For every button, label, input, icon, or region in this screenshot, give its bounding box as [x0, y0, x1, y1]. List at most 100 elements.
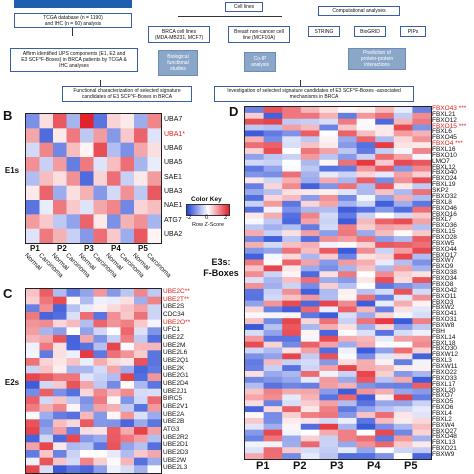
panel-d-cell: [282, 329, 302, 337]
panel-c-cell: [134, 373, 148, 382]
panel-b-cell: [120, 214, 135, 230]
panel-c-cell: [53, 396, 67, 405]
panel-d-cell: [375, 200, 395, 208]
panel-d-cell: [356, 153, 376, 161]
panel-d-cell: [412, 406, 431, 413]
panel-d-cell: [282, 394, 302, 401]
panel-d-cell: [338, 429, 357, 436]
panel-d-cell: [338, 236, 357, 243]
panel-d-cell: [245, 177, 264, 184]
patient-label: P2: [57, 244, 67, 253]
panel-c-cell: [39, 365, 54, 374]
gene-label: FBXL18: [432, 339, 456, 347]
panel-d-cell: [300, 189, 320, 196]
panel-d-cell: [338, 341, 357, 348]
panel-d-cell: [319, 153, 339, 161]
panel-c-cell: [93, 434, 108, 443]
panel-c-cell: [93, 388, 108, 397]
panel-d-cell: [300, 353, 320, 360]
panel-c-cell: [53, 434, 67, 443]
panel-d-cell: [300, 153, 320, 161]
panel-b-cell: [39, 228, 54, 243]
panel-d-cell: [356, 195, 376, 202]
gene-label: FBXO21: [432, 445, 457, 453]
panel-d-cell: [375, 195, 395, 202]
panel-d-cell: [412, 212, 431, 219]
panel-d-cell: [319, 324, 339, 331]
panel-c-cell: [53, 465, 67, 473]
panel-c-cell: [39, 350, 54, 359]
panel-d-cell: [375, 183, 395, 190]
investigation-text: Investigation of selected signature cand…: [227, 88, 401, 100]
panel-c-cell: [120, 304, 135, 313]
panel-c-cell: [26, 365, 40, 374]
panel-d-cell: [300, 294, 320, 301]
gene-label: UBE2W: [163, 456, 187, 464]
panel-c-cell: [134, 365, 148, 374]
panel-c-cell: [107, 304, 121, 313]
panel-d-cell: [282, 148, 302, 155]
panel-d-cell: [393, 306, 413, 313]
panel-d-cell: [282, 388, 302, 395]
panel-d-cell: [282, 435, 302, 442]
panel-c-cell: [53, 319, 67, 328]
panel-d-cell: [282, 177, 302, 184]
panel-d-cell: [245, 230, 264, 237]
panel-d-cell: [245, 329, 264, 337]
panel-d-cell: [300, 306, 320, 313]
panel-c-cell: [93, 373, 108, 382]
panel-d-cell: [319, 347, 339, 354]
panel-d-cell: [245, 382, 264, 389]
panel-c-cell: [26, 373, 40, 382]
panel-d-cell: [282, 283, 302, 290]
panel-d-cell: [263, 253, 283, 260]
panel-d-cell: [375, 412, 395, 419]
panel-d-cell: [245, 341, 264, 348]
panel-d-cell: [263, 300, 283, 307]
panel-c-cell: [147, 419, 161, 428]
panel-d-cell: [375, 159, 395, 167]
panel-d-cell: [338, 195, 357, 202]
panel-b-cell: [53, 128, 67, 144]
panel-d-cell: [282, 347, 302, 354]
panel-c-cell: [107, 312, 121, 321]
panel-d-cell: [263, 288, 283, 296]
panel-d-cell: [393, 341, 413, 348]
panel-d-cell: [300, 212, 320, 219]
panel-d-cell: [263, 394, 283, 401]
panel-d-cell: [393, 453, 413, 459]
panel-d-cell: [245, 371, 264, 378]
panel-d-cell: [319, 253, 339, 260]
panel-c-cell: [26, 304, 40, 313]
panel-c-cell: [66, 312, 81, 321]
panel-d-cell: [338, 271, 357, 278]
gene-label: UBE2O**: [163, 318, 191, 326]
panel-c-cell: [107, 373, 121, 382]
panel-d-cell: [300, 206, 320, 213]
panel-d-cell: [319, 112, 339, 120]
panel-d-cell: [282, 288, 302, 296]
panel-d-cell: [319, 218, 339, 225]
panel-d-cell: [319, 265, 339, 272]
panel-d-cell: [412, 341, 431, 348]
panel-d-cell: [263, 365, 283, 372]
patient-label: P3: [330, 460, 344, 472]
gene-label: UBA2: [164, 230, 183, 238]
panel-b-cell: [26, 200, 40, 215]
panel-d-cell: [319, 329, 339, 337]
panel-d-cell: [393, 359, 413, 366]
panel-d-cell: [393, 230, 413, 237]
panel-d-cell: [412, 353, 431, 360]
panel-d-cell: [375, 236, 395, 243]
gene-label: FBXO38: [432, 269, 457, 277]
panel-d-cell: [300, 259, 320, 266]
panel-d-cell: [282, 312, 302, 319]
panel-d-cell: [282, 136, 302, 143]
panel-b-cell: [80, 171, 94, 187]
panel-c-cell: [147, 434, 161, 443]
gene-label: UBA1*: [164, 130, 186, 138]
panel-d-cell: [375, 394, 395, 401]
panel-b-cell: [93, 171, 108, 187]
panel-c-cell: [26, 465, 40, 473]
panel-d-cell: [282, 423, 302, 431]
